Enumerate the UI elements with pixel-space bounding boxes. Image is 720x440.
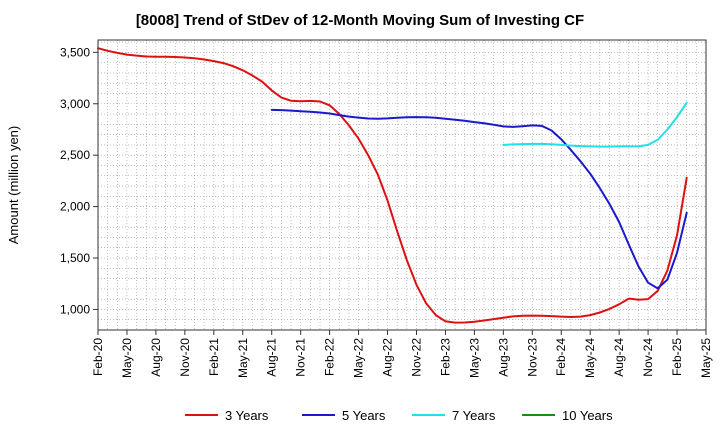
- plot-frame: [97, 39, 707, 331]
- series-line-5-years: [270, 108, 688, 290]
- x-tick-label: May-22: [352, 338, 366, 378]
- x-tick-label: Feb-25: [670, 338, 684, 376]
- x-tick-label: Aug-23: [496, 338, 510, 377]
- grid-lines: [98, 40, 706, 330]
- x-tick-label: Feb-23: [438, 338, 452, 376]
- series-lines: [97, 47, 688, 324]
- legend-label: 7 Years: [452, 408, 496, 423]
- legend-label: 10 Years: [562, 408, 613, 423]
- x-tick-label: May-23: [467, 338, 481, 378]
- x-tick-label: May-24: [583, 338, 597, 378]
- x-tick-label: Aug-22: [381, 338, 395, 377]
- legend: 3 Years 5 Years 7 Years 10 Years: [185, 408, 613, 423]
- x-tick-label: Nov-23: [525, 338, 539, 377]
- y-tick-label: 3,500: [60, 45, 90, 59]
- x-tick-label: Aug-24: [612, 338, 626, 377]
- x-tick-label: Feb-20: [91, 338, 105, 376]
- y-tick-label: 3,000: [60, 97, 90, 111]
- y-tick-label: 1,500: [60, 251, 90, 265]
- x-tick-label: Nov-22: [409, 338, 423, 377]
- chart-title: [8008] Trend of StDev of 12-Month Moving…: [135, 12, 585, 29]
- x-tick-label: Nov-21: [294, 338, 308, 377]
- series-line-3-years: [97, 47, 688, 324]
- axis-ticks: 1,000 1,500 2,000 2,500 3,000 3,500 Feb-20 May-…: [60, 45, 713, 378]
- x-tick-label: Nov-20: [178, 338, 192, 377]
- x-tick-label: Feb-24: [554, 338, 568, 376]
- x-tick-label: May-25: [699, 338, 713, 378]
- x-tick-label: Feb-22: [323, 338, 337, 376]
- legend-label: 5 Years: [342, 408, 386, 423]
- plot-area: [98, 40, 706, 330]
- x-tick-label: Aug-20: [149, 338, 163, 377]
- y-axis-label: Amount (million yen): [6, 126, 21, 245]
- x-tick-label: Aug-21: [265, 338, 279, 377]
- x-tick-label: Nov-24: [641, 338, 655, 377]
- y-tick-label: 1,000: [60, 302, 90, 316]
- x-tick-label: May-21: [236, 338, 250, 378]
- series-line-7-years: [502, 101, 688, 148]
- y-tick-label: 2,500: [60, 148, 90, 162]
- x-tick-label: May-20: [120, 338, 134, 378]
- y-tick-label: 2,000: [60, 200, 90, 214]
- x-tick-label: Feb-21: [207, 338, 221, 376]
- legend-label: 3 Years: [225, 408, 269, 423]
